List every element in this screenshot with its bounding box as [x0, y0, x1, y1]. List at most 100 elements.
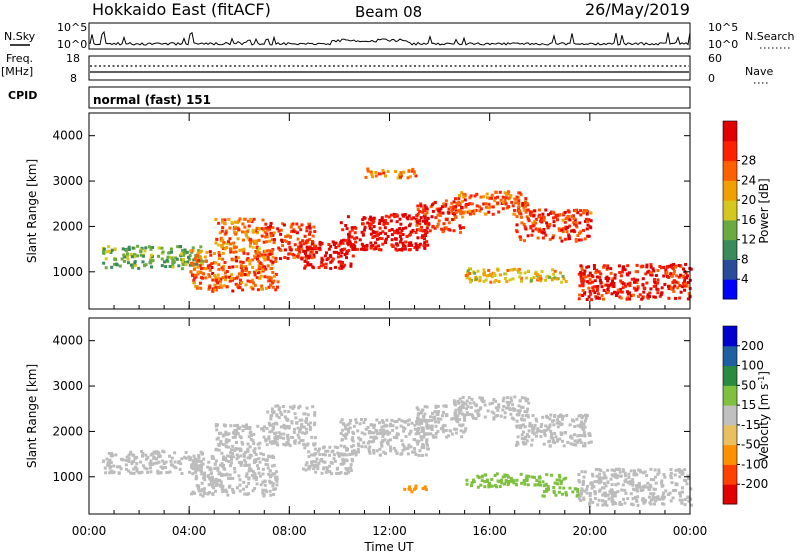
echo-cell — [269, 259, 273, 263]
echo-cell — [582, 475, 586, 479]
echo-cell — [243, 464, 247, 467]
echo-cell — [263, 253, 267, 257]
echo-cell — [223, 261, 227, 264]
echo-cell — [124, 463, 128, 467]
echo-cell — [576, 488, 580, 491]
echo-cell — [218, 231, 222, 235]
echo-cell — [468, 277, 472, 281]
echo-cell — [449, 429, 453, 433]
echo-cell — [249, 285, 253, 289]
echo-cell — [398, 227, 402, 230]
echo-cell — [238, 478, 242, 482]
echo-cell — [369, 246, 373, 250]
echo-cell — [239, 264, 243, 268]
echo-cell — [525, 414, 528, 417]
colorbar-tick-label: 20 — [741, 193, 756, 207]
echo-cell — [330, 472, 334, 476]
echo-cell — [523, 396, 527, 400]
echo-cell — [177, 264, 181, 268]
echo-cell — [569, 442, 573, 446]
echo-cell — [235, 486, 239, 490]
echo-cell — [231, 278, 235, 282]
echo-cell — [653, 295, 657, 299]
echo-cell — [339, 444, 343, 448]
echo-cell — [509, 396, 513, 400]
echo-cell — [580, 279, 584, 283]
echo-cell — [459, 408, 463, 412]
echo-cell — [251, 258, 255, 262]
echo-cell — [372, 426, 376, 430]
echo-cell — [579, 413, 583, 417]
echo-cell — [545, 487, 548, 491]
echo-cell — [526, 234, 530, 238]
echo-cell — [499, 198, 503, 202]
echo-cell — [556, 214, 560, 218]
echo-cell — [310, 463, 314, 467]
colorbar-tick-label: 50 — [741, 378, 756, 392]
echo-cell — [351, 439, 355, 443]
echo-cell — [609, 282, 613, 286]
echo-cell — [527, 474, 531, 478]
echo-cell — [651, 495, 655, 498]
echo-cell — [433, 420, 437, 424]
echo-cell — [336, 466, 339, 470]
echo-cell — [242, 247, 246, 251]
echo-cell — [604, 277, 608, 280]
echo-cell — [230, 461, 233, 465]
echo-cell — [475, 192, 479, 196]
echo-cell — [133, 457, 137, 461]
echo-cell — [401, 448, 405, 452]
echo-cell — [322, 467, 325, 471]
echo-cell — [148, 245, 151, 249]
echo-cell — [526, 483, 530, 487]
echo-cell — [168, 454, 171, 458]
echo-cell — [457, 197, 461, 201]
echo-cell — [426, 216, 430, 220]
echo-cell — [623, 501, 627, 505]
echo-cell — [230, 273, 234, 277]
echo-cell — [255, 231, 259, 235]
echo-cell — [303, 446, 307, 450]
echo-cell — [517, 205, 521, 209]
echo-cell — [227, 445, 231, 449]
echo-cell — [590, 486, 594, 490]
echo-cell — [591, 474, 595, 478]
echo-cell — [239, 463, 243, 467]
echo-cell — [328, 453, 332, 457]
echo-cell — [421, 234, 424, 238]
echo-cell — [369, 241, 373, 245]
echo-cell — [310, 242, 314, 246]
echo-cell — [107, 451, 111, 455]
echo-cell — [259, 274, 263, 278]
echo-cell — [506, 403, 510, 407]
echo-cell — [629, 469, 633, 473]
echo-cell — [369, 232, 373, 236]
echo-cell — [515, 223, 519, 227]
echo-cell — [246, 228, 250, 232]
echo-cell — [313, 421, 317, 425]
echo-cell — [625, 297, 629, 301]
echo-cell — [353, 245, 357, 248]
echo-cell — [397, 417, 401, 421]
echo-cell — [168, 264, 172, 268]
echo-cell — [220, 245, 224, 249]
echo-cell — [351, 430, 355, 434]
echo-cell — [303, 266, 307, 270]
echo-cell — [305, 257, 308, 261]
echo-cell — [270, 442, 274, 445]
echo-cell — [471, 209, 475, 213]
echo-cell — [242, 249, 246, 253]
echo-cell — [534, 221, 538, 225]
echo-cell — [351, 444, 355, 447]
colorbar-segment — [723, 444, 737, 465]
echo-cell — [423, 232, 427, 236]
echo-cell — [346, 241, 350, 245]
echo-cell — [150, 253, 153, 257]
echo-cell — [336, 255, 340, 259]
echo-cell — [588, 491, 592, 495]
echo-cell — [547, 440, 551, 444]
echo-cell — [571, 419, 575, 423]
echo-cell — [464, 402, 468, 406]
echo-cell — [230, 220, 234, 224]
echo-cell — [413, 450, 417, 454]
